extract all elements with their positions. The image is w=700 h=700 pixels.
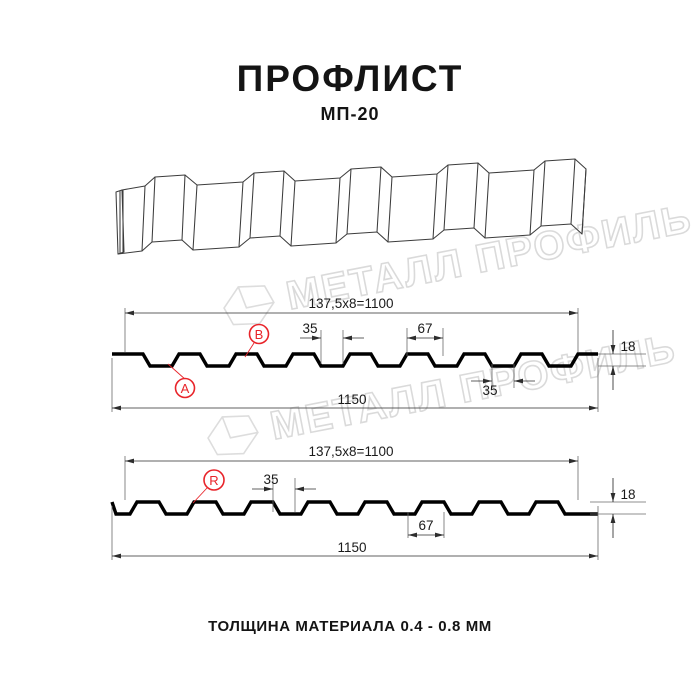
watermark-logo-shape-2 [207,415,259,456]
section-top: 137,5x8=1100 35 67 [111,296,646,412]
dim-working-width-top: 137,5x8=1100 [124,296,579,352]
dim-total-width-top-label: 1150 [337,392,366,407]
dim-rib-bottom-35: 35 [471,364,535,398]
profile-outline-bottom [110,500,598,516]
dim-rib-base-67-bottom: 67 [407,512,445,538]
iso-left-edge-inner [119,189,124,254]
watermark-text-2: МЕТАЛЛ ПРОФИЛЬ [267,327,680,449]
section-bottom: 137,5x8=1100 35 67 [110,444,646,560]
callout-a-circle [174,377,196,399]
profile-outline-top [112,352,598,368]
isometric-profile-view [115,158,587,255]
dim-rib-base-67: 67 [406,321,444,356]
callout-a: A [167,363,196,399]
watermark-logo-shape [223,285,275,326]
dim-total-width-bottom-label: 1150 [337,540,366,555]
iso-right-edge [581,168,587,235]
dim-working-width-bottom: 137,5x8=1100 [124,444,579,500]
dim-rib-base-67-label: 67 [417,321,432,336]
callout-a-label: A [181,381,190,396]
dim-height-18-top: 18 [598,330,646,390]
dim-total-width-bottom: 1150 [111,506,599,560]
callout-r: R [192,469,225,504]
dim-height-18-bottom: 18 [590,478,646,538]
model-designation: МП-20 [320,104,380,124]
material-thickness-note: ТОЛЩИНА МАТЕРИАЛА 0.4 - 0.8 ММ [208,618,492,635]
dim-working-width-bottom-label: 137,5x8=1100 [309,444,394,459]
dim-rib-top-35: 35 [300,321,364,364]
callout-b-label: B [255,327,264,342]
dim-height-18-top-label: 18 [620,339,635,354]
dim-working-width-top-label: 137,5x8=1100 [309,296,394,311]
callout-r-label: R [209,473,218,488]
page-title: ПРОФЛИСТ [236,58,464,99]
dim-rib-base-67-bottom-label: 67 [418,518,433,533]
dim-rib-top-35-label: 35 [302,321,317,336]
dim-height-18-bottom-label: 18 [620,487,635,502]
dim-rib-bottom-35-label: 35 [482,383,497,398]
callout-b: B [244,323,270,358]
callout-r-circle [203,469,225,491]
dim-total-width-top: 1150 [111,358,599,412]
dim-rib-top-35-bottom-label: 35 [263,472,278,487]
callout-b-circle [248,323,270,345]
iso-top-ridges [121,158,587,191]
dim-rib-top-35-bottom: 35 [252,472,316,512]
